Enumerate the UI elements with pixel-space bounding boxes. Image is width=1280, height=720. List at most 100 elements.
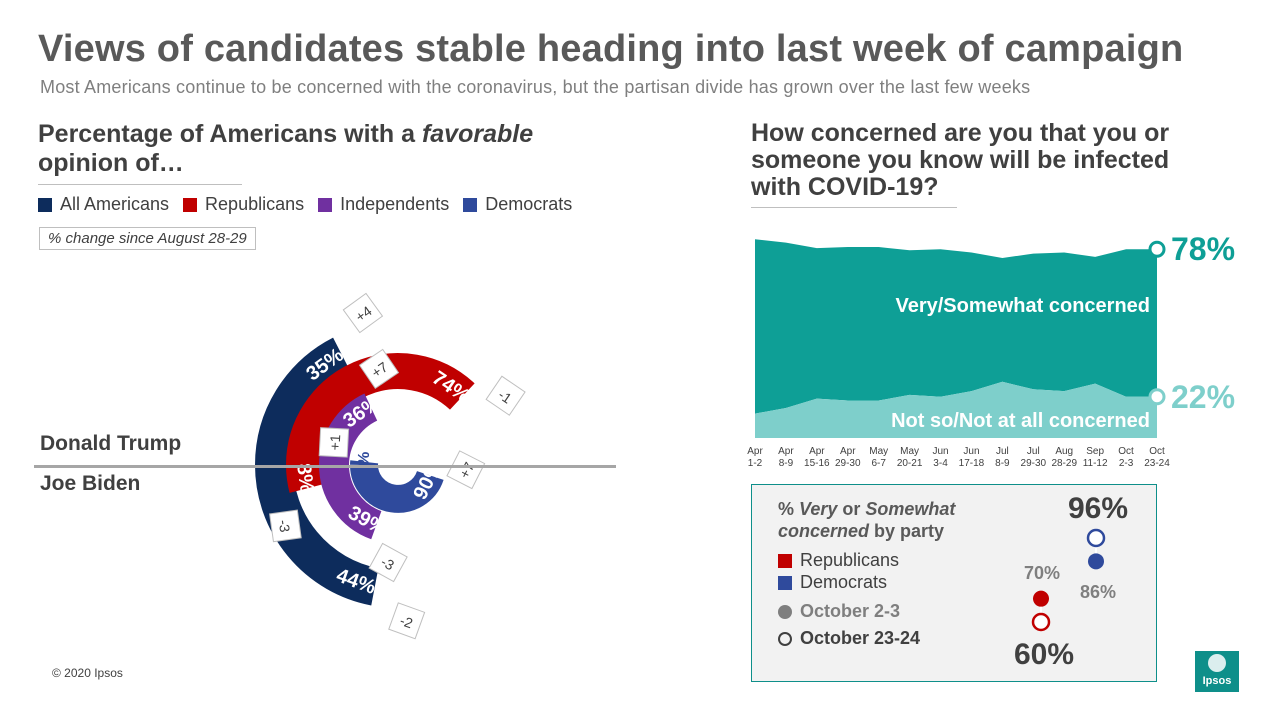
x-tick-days: 8-9 [995, 458, 1010, 469]
legend-swatch [318, 197, 333, 212]
x-tick-month: Oct [1149, 446, 1165, 457]
x-tick-days: 23-24 [1144, 458, 1170, 469]
arc-joe-biden-all-americans [255, 464, 379, 606]
change-box-frame [318, 427, 350, 458]
change-box-frame [388, 602, 426, 640]
x-tick-days: 29-30 [835, 458, 861, 469]
open-circle-icon [778, 631, 792, 646]
page-title: Views of candidates stable heading into … [38, 28, 1184, 70]
change-label: +4 [352, 303, 374, 325]
favorability-radial-chart: 35%+474% -136%+73%+144%-28%-3 39%-390% +7 [255, 292, 526, 640]
area-concerned [755, 239, 1157, 414]
right-heading-underline [751, 207, 957, 208]
change-box: +1 [318, 427, 350, 458]
x-tick-month: Apr [840, 446, 856, 457]
legend-label: Republicans [205, 194, 305, 214]
change-box-frame [269, 509, 302, 543]
dot-republicans-late [1031, 612, 1051, 632]
not-concerned-label: Not so/Not at all concerned [891, 410, 1150, 432]
arc-joe-biden-independents [319, 464, 383, 540]
arc-donald-trump-republicans [286, 353, 475, 466]
end-marker-not-concerned [1148, 388, 1166, 406]
legend-item-independents: Independents [318, 194, 449, 215]
change-box: -2 [388, 602, 426, 640]
logo-mark [1208, 654, 1226, 672]
x-tick-days: 17-18 [959, 458, 985, 469]
x-tick-days: 20-21 [897, 458, 923, 469]
party-box-heading: % Very or Somewhat concerned by party [778, 499, 956, 541]
change-box: -1 [485, 375, 526, 416]
change-label: +1 [326, 434, 343, 451]
legend-swatch [463, 197, 478, 212]
rep-early-value: 70% [1024, 563, 1060, 583]
change-box-frame [342, 292, 384, 334]
right-panel-heading: How concerned are you that you or someon… [751, 119, 1170, 201]
legend-swatch [778, 553, 792, 568]
x-tick-days: 1-2 [748, 458, 763, 469]
change-note: % change since August 28-29 [39, 227, 256, 250]
filled-circle-icon [778, 604, 792, 619]
not-concerned-value: 22% [1171, 379, 1235, 415]
arc-donald-trump-all-americans [255, 337, 351, 466]
change-box: +4 [342, 292, 384, 334]
change-box-frame [446, 450, 486, 490]
x-tick-month: Jul [996, 446, 1009, 457]
rep-late-value: 60% [1014, 638, 1074, 671]
copyright: © 2020 Ipsos [52, 666, 123, 680]
concerned-label: Very/Somewhat concerned [895, 295, 1150, 317]
legend-label: All Americans [60, 194, 170, 214]
left-heading-underline [38, 184, 242, 185]
legend-item-all-americans: All Americans [38, 194, 169, 215]
x-tick-month: Apr [747, 446, 763, 457]
change-box-frame [485, 375, 526, 416]
legend: All Americans Republicans Independents D… [38, 194, 572, 215]
trump-label: Donald Trump [40, 432, 182, 455]
x-tick-days: 29-30 [1021, 458, 1047, 469]
change-label: -2 [398, 612, 415, 631]
x-tick-month: Apr [809, 446, 825, 457]
x-tick-month: Oct [1118, 446, 1134, 457]
concerned-value: 78% [1171, 231, 1235, 267]
page-subtitle: Most Americans continue to be concerned … [40, 77, 1031, 97]
x-tick-month: Sep [1086, 446, 1104, 457]
change-box-frame [358, 348, 400, 390]
x-tick-month: May [900, 446, 919, 457]
legend-item-democrats: Democrats [463, 194, 572, 215]
party-dot-chart: 96% 86% 70% 60% [1014, 492, 1128, 671]
change-box: -3 [368, 542, 408, 583]
change-label: +7 [456, 459, 478, 481]
legend-swatch [778, 575, 792, 590]
party-legend-democrats: Democrats [778, 572, 887, 593]
end-marker-concerned [1148, 240, 1166, 258]
legend-swatch [38, 197, 52, 212]
x-tick-month: Jul [1027, 446, 1040, 457]
legend-item-republicans: Republicans [183, 194, 304, 215]
legend-label: October 23-24 [800, 628, 921, 648]
x-tick-days: 8-9 [779, 458, 794, 469]
x-tick-days: 11-12 [1083, 458, 1108, 469]
biden-label: Joe Biden [40, 472, 141, 495]
x-tick-month: Jun [963, 446, 979, 457]
legend-label: Independents [340, 194, 450, 214]
legend-swatch [183, 197, 198, 212]
left-panel-heading: Percentage of Americans with a favorable… [38, 120, 534, 177]
dem-late-value: 96% [1068, 492, 1128, 525]
change-label: +7 [368, 359, 390, 381]
x-tick-days: 2-3 [1119, 458, 1134, 469]
change-box: +7 [446, 450, 486, 490]
x-tick-days: 15-16 [804, 458, 830, 469]
x-tick-days: 28-29 [1051, 458, 1077, 469]
x-tick-month: Aug [1055, 446, 1073, 457]
